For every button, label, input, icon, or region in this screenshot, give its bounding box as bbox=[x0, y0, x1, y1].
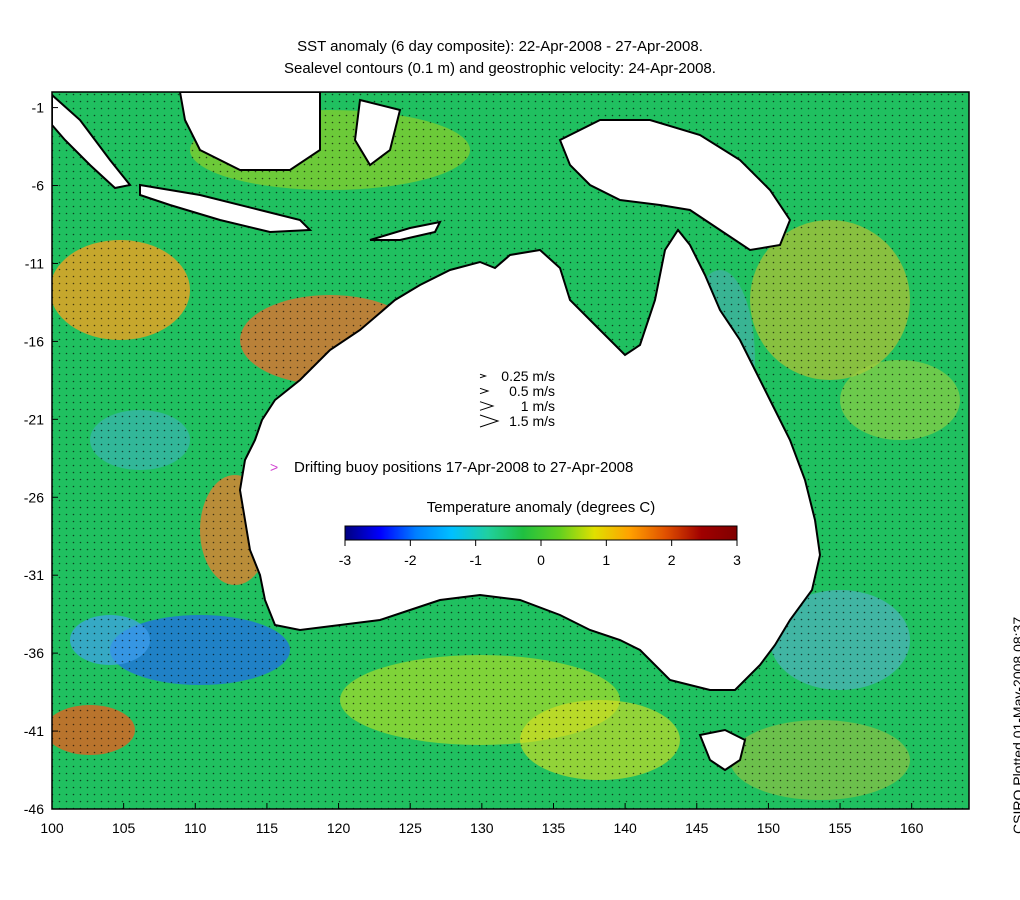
australia-landmass bbox=[238, 228, 822, 691]
velocity-arrow bbox=[479, 373, 488, 379]
velocity-legend-label: 1 m/s bbox=[521, 398, 555, 414]
x-tick-label: 100 bbox=[40, 820, 64, 836]
x-tick-label: 130 bbox=[470, 820, 494, 836]
chart-subtitle: Sealevel contours (0.1 m) and geostrophi… bbox=[284, 60, 716, 77]
chart-title: SST anomaly (6 day composite): 22-Apr-20… bbox=[297, 38, 703, 55]
colorbar-tick-label: -3 bbox=[339, 552, 352, 568]
y-tick-label: -41 bbox=[24, 723, 44, 739]
colorbar-tick-label: -2 bbox=[404, 552, 417, 568]
velocity-legend-label: 0.5 m/s bbox=[509, 383, 555, 399]
x-tick-label: 110 bbox=[184, 820, 207, 836]
velocity-arrow bbox=[479, 414, 500, 428]
colorbar-tick-label: 1 bbox=[602, 552, 610, 568]
velocity-legend: 0.25 m/s0.5 m/s1 m/s1.5 m/s bbox=[479, 368, 555, 429]
colorbar-tick-label: 3 bbox=[733, 552, 741, 568]
velocity-arrow bbox=[479, 387, 490, 395]
x-axis: 100 105 110 115 120 125 130 135 140 145 150 155 160 bbox=[40, 803, 924, 836]
colorbar-tick-label: 0 bbox=[537, 552, 545, 568]
x-tick-label: 135 bbox=[542, 820, 566, 836]
velocity-legend-label: 1.5 m/s bbox=[509, 413, 555, 429]
credit-label: CSIRO Plotted 01-May-2008 08:37 bbox=[1010, 616, 1020, 834]
x-tick-label: 155 bbox=[828, 820, 852, 836]
y-tick-label: -11 bbox=[25, 255, 44, 271]
x-tick-label: 120 bbox=[327, 820, 351, 836]
tasmania-landmass bbox=[698, 728, 747, 772]
colorbar-tick-label: -1 bbox=[469, 552, 482, 568]
new-guinea-landmass bbox=[558, 119, 792, 252]
y-tick-label: -6 bbox=[32, 178, 45, 194]
java-landmass bbox=[139, 183, 313, 234]
velocity-arrow bbox=[479, 401, 495, 411]
sumatra-landmass bbox=[52, 93, 132, 190]
y-tick-label: -21 bbox=[24, 411, 44, 427]
colorbar-title: Temperature anomaly (degrees C) bbox=[427, 499, 655, 516]
colorbar-tick-label: 2 bbox=[668, 552, 676, 568]
velocity-legend-label: 0.25 m/s bbox=[501, 368, 555, 384]
x-tick-label: 140 bbox=[613, 820, 637, 836]
sulawesi-landmass bbox=[353, 98, 402, 167]
plot-frame bbox=[51, 91, 970, 810]
y-tick-label: -31 bbox=[24, 567, 44, 583]
y-tick-label: -1 bbox=[32, 100, 45, 116]
x-tick-label: 105 bbox=[112, 820, 136, 836]
x-tick-label: 125 bbox=[399, 820, 423, 836]
y-axis: -1 -6 -11 -16 -21 -26 -31 -36 -41 -46 bbox=[24, 100, 58, 817]
timor-landmass bbox=[369, 220, 442, 241]
x-tick-label: 150 bbox=[757, 820, 781, 836]
y-tick-label: -46 bbox=[24, 801, 44, 817]
colorbar-ticks: -3 -2 -1 0 1 2 3 bbox=[339, 540, 741, 568]
x-tick-label: 115 bbox=[256, 820, 279, 836]
buoy-legend-marker: > bbox=[270, 459, 278, 475]
y-tick-label: -26 bbox=[24, 489, 44, 505]
borneo-landmass bbox=[178, 92, 321, 171]
y-tick-label: -16 bbox=[24, 333, 44, 349]
buoy-legend: > Drifting buoy positions 17-Apr-2008 to… bbox=[270, 459, 633, 476]
colorbar bbox=[344, 525, 738, 541]
x-tick-label: 160 bbox=[900, 820, 924, 836]
buoy-legend-label: Drifting buoy positions 17-Apr-2008 to 2… bbox=[294, 459, 633, 476]
x-tick-label: 145 bbox=[685, 820, 709, 836]
y-tick-label: -36 bbox=[24, 645, 44, 661]
